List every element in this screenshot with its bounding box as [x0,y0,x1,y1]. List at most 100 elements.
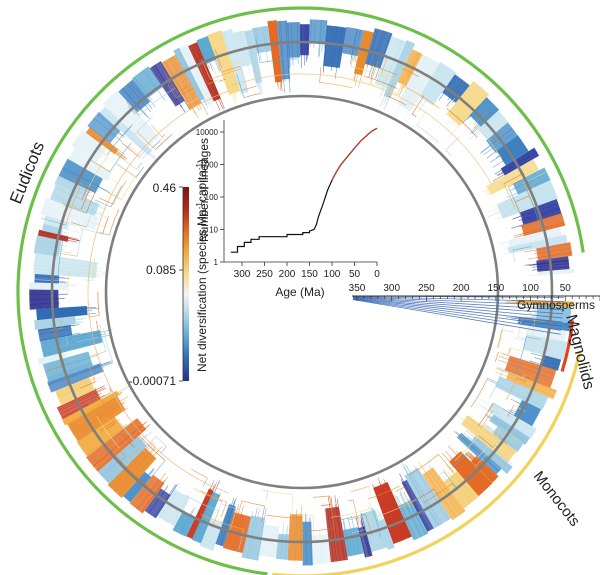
time-axis-ticks: 350 300 250 200 150 100 50 [349,283,600,301]
tip-stroke [484,414,527,443]
tip-stroke [442,452,480,496]
tip-stroke [178,47,206,101]
branch-radial [98,231,110,236]
gymnosperm-lineages [352,295,564,335]
tip-stroke [38,324,80,331]
tip-stroke [115,91,162,142]
tip-stroke [498,375,549,398]
branch-radial [198,63,209,85]
tip-stroke [270,20,279,90]
tip-wedge [398,500,429,541]
tip-stroke [122,87,150,119]
branch-arc [497,329,503,349]
tip-stroke [455,450,490,487]
tip-stroke [465,415,515,454]
branch-arc [86,206,95,228]
branch-arc [241,500,265,507]
tip-wedge [33,253,98,278]
tip-stroke [79,419,120,448]
eudicots-label: Eudicots [6,139,48,207]
tip-stroke [498,228,561,244]
tip-stroke [379,40,404,98]
branch-radial [115,130,123,137]
branch-radial [468,451,480,463]
tip-stroke [509,172,548,191]
tip-stroke [398,52,421,97]
tip-stroke [110,442,156,489]
tip-stroke [113,445,157,491]
tip-stroke [445,450,484,493]
branch-radial [255,38,261,63]
tip-stroke [406,61,438,115]
tip-stroke [93,117,123,142]
tip-wedge [469,97,500,127]
inset-x-ticks: 300 250 200 150 100 50 0 [234,262,380,280]
branch-arc [142,136,165,159]
branch-arc [320,504,332,506]
tip-stroke [498,355,556,375]
tip-stroke [92,420,148,467]
tip-stroke [483,131,515,155]
tip-stroke [285,20,291,93]
tip-stroke [101,109,156,160]
tip-stroke [85,423,127,456]
tip-stroke [513,316,574,325]
inset-x-tick-label: 250 [256,269,273,280]
tip-wedge [383,40,415,99]
tip-stroke [321,20,325,53]
branch-arc [350,66,393,81]
branch-arc [221,503,237,510]
tip-stroke [29,282,78,285]
tip-stroke [504,301,574,306]
branch-arc [438,471,444,476]
ltt-inset: 1 10 100 1000 10000 300 250 200 150 100 50 0 Age (… [196,120,380,299]
tip-stroke [536,270,575,274]
branch-arc [445,149,452,157]
branch-arc [494,431,499,437]
branch-arc [381,72,398,80]
branch-radial [221,501,227,518]
tip-stroke [403,466,439,527]
tip-stroke [73,402,125,435]
tip-stroke [114,448,156,493]
time-tick-label: 250 [418,283,435,294]
tip-stroke [396,51,418,96]
tip-wedge [374,36,407,89]
tip-stroke [193,480,221,541]
tip-stroke [402,62,438,122]
tip-stroke [173,510,186,531]
tip-wedge [536,242,573,261]
tip-stroke [102,109,159,162]
tip-stroke [87,129,126,159]
tip-stroke [86,425,127,457]
tip-stroke [96,425,149,471]
tip-stroke [47,361,110,385]
branch-radial [404,487,415,507]
tip-stroke [502,233,562,248]
tip-wedge [54,175,90,199]
tip-stroke [185,44,215,107]
gymnosperm-line [352,296,564,302]
branch-radial [128,446,141,458]
tip-stroke [246,506,258,559]
tip-stroke [354,31,370,86]
branch-arc [115,456,149,487]
tip-stroke [394,494,416,541]
colorbar-mid-label: 0.085 [146,263,176,277]
branch-radial [515,195,530,203]
branch-radial [493,403,514,416]
tip-stroke [69,156,112,182]
tip-stroke [129,81,153,110]
tip-stroke [44,199,104,222]
tip-stroke [483,423,520,450]
gymnosperm-line [352,298,562,327]
tip-stroke [160,61,191,111]
tip-stroke [402,465,439,527]
tip-stroke [118,445,163,496]
tip-stroke [34,317,88,325]
branch-radial [503,172,525,185]
branch-arc [264,490,293,495]
tip-wedge [123,471,152,503]
tip-stroke [489,415,528,442]
inset-y-tick-label: 10 [209,226,218,235]
